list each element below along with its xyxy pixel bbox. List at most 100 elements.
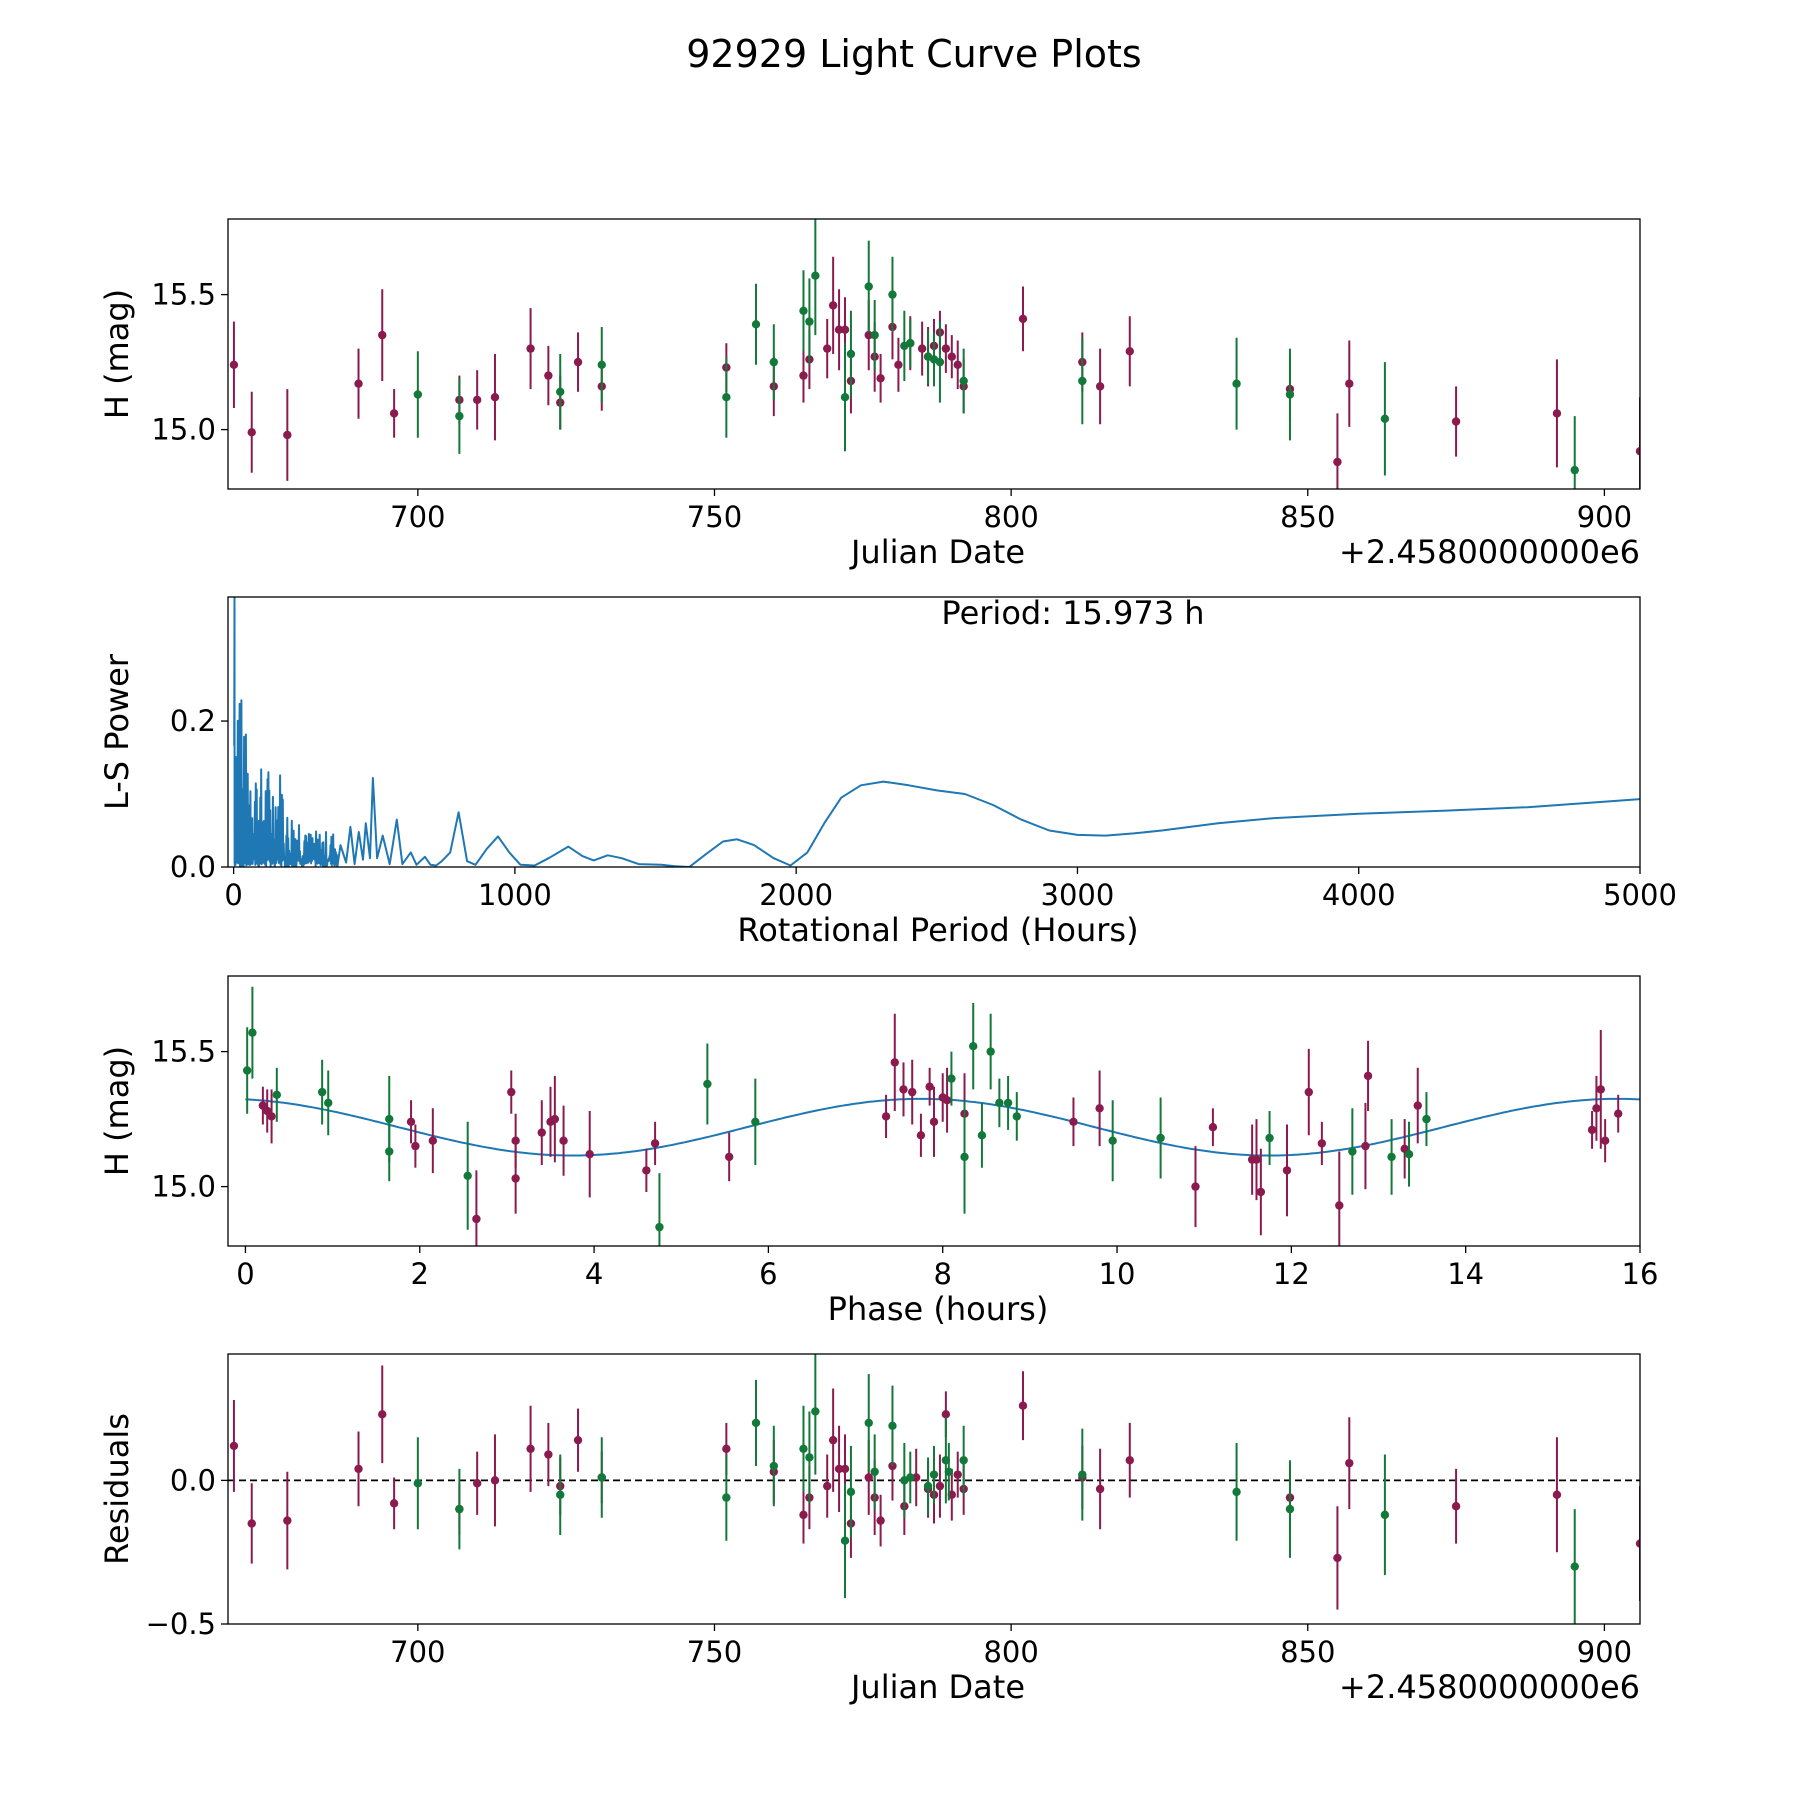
y-axis-label: H (mag) (98, 1046, 136, 1176)
data-point-red (1592, 1104, 1601, 1113)
data-point-red (834, 325, 844, 334)
data-point-red (1614, 1109, 1623, 1118)
data-point-red (823, 1481, 832, 1491)
data-point-red (1587, 1125, 1597, 1135)
data-point-red (573, 357, 583, 367)
data-point-green (1387, 1152, 1396, 1162)
data-point-red (925, 1082, 934, 1091)
data-point-red (247, 1519, 256, 1528)
x-tick-label: 700 (390, 1635, 445, 1669)
plot-area-phased (242, 986, 1640, 1246)
data-point-red (472, 1479, 482, 1488)
data-point-red (472, 1214, 481, 1224)
data-point-green (463, 1171, 472, 1181)
data-point-red (1345, 1458, 1354, 1468)
data-point-green (888, 1421, 897, 1431)
data-point-red (890, 1058, 899, 1067)
data-point-red (283, 1516, 292, 1525)
data-point-red (526, 344, 535, 353)
axes-frame (227, 975, 1641, 1247)
data-point-green (960, 1152, 969, 1162)
data-point-green (769, 1461, 779, 1471)
data-point-red (1208, 1123, 1218, 1132)
axes-frame (227, 218, 1641, 490)
panel-residuals: 700 750 800 850 900 −0.5 0.0 Julian Date Residua… (98, 1353, 1641, 1706)
data-point-red (941, 1410, 951, 1419)
y-tick-label: 15.5 (151, 1035, 216, 1069)
data-point-red (929, 1117, 939, 1127)
data-point-green (751, 1117, 760, 1127)
data-point-green (242, 1066, 252, 1075)
data-point-green (1078, 1470, 1087, 1479)
data-point-red (378, 1410, 387, 1419)
x-tick-label: 10 (1099, 1257, 1136, 1291)
data-point-red (953, 360, 962, 369)
data-point-green (1570, 1562, 1579, 1571)
data-point-red (585, 1150, 594, 1159)
axes-frame (227, 1353, 1641, 1625)
y-tick-label: 15.5 (151, 278, 216, 312)
data-point-red (1125, 1456, 1134, 1465)
data-point-red (642, 1166, 651, 1175)
data-point-green (722, 1493, 731, 1502)
data-point-green (986, 1047, 995, 1056)
figure-title: 92929 Light Curve Plots (686, 32, 1141, 76)
data-point-green (1380, 414, 1390, 423)
x-tick-label: 800 (983, 1635, 1038, 1669)
data-point-red (544, 371, 553, 380)
data-point-red (559, 1136, 568, 1145)
data-point-red (378, 330, 387, 340)
panel-phased: 0 2 4 6 8 10 12 14 16 15.0 15.5 Phase (hours) H (mag… (98, 975, 1658, 1328)
data-point-green (455, 411, 464, 421)
y-tick-label: 15.0 (151, 413, 216, 447)
data-point-green (1348, 1147, 1357, 1156)
data-point-red (267, 1112, 276, 1121)
data-point-green (888, 290, 897, 299)
data-point-green (840, 393, 850, 402)
data-point-green (1232, 379, 1241, 388)
x-tick-label: 700 (390, 500, 445, 534)
data-point-green (805, 317, 814, 326)
data-point-green (722, 393, 731, 402)
data-point-green (1404, 1150, 1414, 1159)
data-point-green (906, 1473, 915, 1482)
data-point-red (799, 371, 808, 380)
data-point-red (428, 1136, 438, 1145)
x-tick-label: 0 (236, 1257, 254, 1291)
data-point-red (229, 360, 239, 369)
data-point-red (941, 344, 951, 353)
data-point-red (942, 1096, 952, 1105)
data-point-green (977, 1131, 987, 1140)
data-point-green (870, 330, 879, 340)
x-tick-label: 5000 (1603, 878, 1677, 912)
data-point-red (247, 428, 256, 437)
x-tick-label: 850 (1280, 500, 1335, 534)
data-point-green (1422, 1114, 1431, 1124)
data-point-green (923, 1481, 933, 1491)
data-point-red (1635, 447, 1640, 456)
data-point-green (1156, 1133, 1165, 1143)
x-tick-label: 12 (1273, 1257, 1310, 1291)
data-point-red (573, 1435, 583, 1445)
data-point-green (944, 1467, 954, 1476)
data-point-green (870, 1467, 879, 1476)
y-tick-label: −0.5 (146, 1607, 216, 1641)
data-point-red (1304, 1087, 1313, 1097)
x-offset-label: +2.4580000000e6 (1339, 533, 1640, 571)
data-point-red (1095, 1484, 1105, 1494)
data-point-red (406, 1117, 416, 1127)
data-point-red (916, 1131, 926, 1140)
period-annotation: Period: 15.973 h (941, 594, 1204, 632)
data-point-red (1451, 1502, 1461, 1511)
data-point-red (899, 1085, 908, 1094)
data-point-red (876, 374, 885, 383)
data-point-green (959, 1456, 968, 1465)
data-point-green (1265, 1133, 1274, 1143)
x-tick-label: 750 (687, 1635, 742, 1669)
data-point-red (1635, 1539, 1640, 1548)
x-tick-label: 6 (759, 1257, 777, 1291)
data-point-green (959, 376, 968, 386)
data-point-red (876, 1516, 885, 1525)
x-tick-label: 4000 (1322, 878, 1396, 912)
x-axis-label: Julian Date (849, 533, 1025, 571)
